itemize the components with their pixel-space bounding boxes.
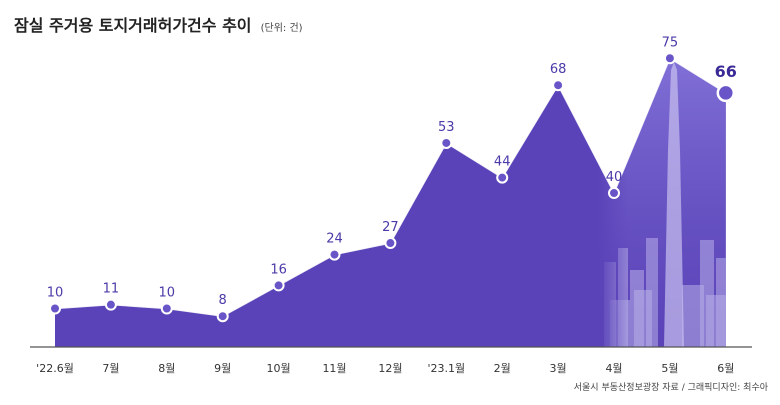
data-point [608,187,620,199]
data-label: 53 [438,120,455,135]
x-tick-label: 11월 [322,362,346,375]
data-label: 16 [270,262,287,277]
data-point [552,79,565,92]
chart-header: 잠실 주거용 토지거래허가건수 추이 (단위: 건) [14,12,303,36]
x-tick-label: 8월 [158,362,175,375]
x-tick-label: 12월 [378,362,402,375]
data-point [272,279,285,292]
x-tick-label: 3월 [550,362,567,375]
x-tick-labels: '22.6월 7월 8월 9월 10월 11월 12월 '23.1월 2월 3월 4월 5월 6월 [36,362,734,375]
skyline-building [728,300,750,347]
data-label: 10 [47,286,64,301]
data-label: 75 [662,35,679,50]
data-point [384,237,397,250]
data-point [216,310,229,323]
data-label: 8 [219,293,227,308]
data-point [496,171,509,184]
skyline-building [682,285,704,347]
data-point [160,302,173,315]
skyline-tower [664,62,684,347]
data-point [663,52,676,65]
source-credit: 서울시 부동산정보광장 자료 / 그래픽디자인: 최수아 [573,383,768,393]
x-tick-label: 10월 [267,362,291,375]
skyline-building [730,246,740,347]
unit-label: (단위: 건) [260,23,303,34]
x-tick-label: 7월 [102,362,119,375]
data-label: 11 [103,282,120,297]
data-label: 40 [606,170,623,185]
data-label: 68 [550,62,567,77]
data-point [49,302,61,315]
data-label: 66 [715,62,737,81]
area-fill [55,58,726,347]
x-tick-label: 2월 [494,362,511,375]
area-layer [55,58,726,347]
data-point [104,298,117,311]
x-tick-label: 5월 [661,362,678,375]
skyline-building [706,295,726,347]
data-labels: 10 11 10 8 16 24 27 53 44 68 40 75 66 [47,35,737,308]
data-label: 44 [494,155,511,170]
data-point [328,248,341,261]
x-tick-label: 4월 [605,362,622,375]
data-label: 24 [326,232,343,247]
skyline-building [742,268,752,347]
skyline-building [634,290,652,347]
x-tick-label: '22.6월 [36,362,74,375]
data-point [440,136,453,149]
data-points [49,52,736,323]
data-point-highlight [716,83,736,103]
chart-title: 잠실 주거용 토지거래허가건수 추이 [14,16,252,35]
x-tick-label: 6월 [717,362,734,375]
data-label: 10 [159,286,176,301]
x-tick-label: '23.1월 [427,362,465,375]
skyline-image [598,58,752,347]
x-tick-label: 9월 [214,362,231,375]
data-label: 27 [382,220,399,235]
